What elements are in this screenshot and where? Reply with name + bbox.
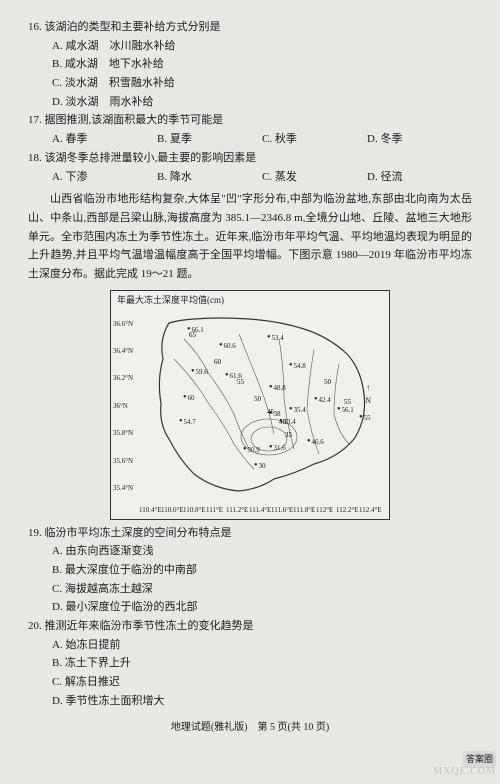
q16-opt-c: C. 淡水湖 积雪融水补给 [28, 74, 472, 93]
q19-opt-c: C. 海拔越高冻土越深 [28, 580, 472, 599]
map-data-point: 53.4 [267, 329, 284, 346]
y-label-5: 35.6°N [113, 456, 133, 468]
x-label-4: 111.2°E [226, 505, 248, 517]
q16-opt-a: A. 咸水湖 冰川融水补给 [28, 37, 472, 56]
q19-stem: 19. 临汾市平均冻土深度的空间分布特点是 [28, 524, 472, 543]
x-label-6: 111.6°E [271, 505, 293, 517]
y-label-4: 35.8°N [113, 428, 133, 440]
x-label-0: 110.4°E [139, 505, 162, 517]
x-label-9: 112.2°E [336, 505, 359, 517]
map-data-point: 54.7 [179, 413, 196, 430]
y-label-6: 35.4°N [113, 483, 133, 495]
q16-stem: 16. 该湖泊的类型和主要补给方式分别是 [28, 18, 472, 37]
q17-options: A. 春季 B. 夏季 C. 秋季 D. 冬季 [28, 130, 472, 149]
map-data-point: 42.4 [314, 391, 331, 408]
q20-stem: 20. 推测近年来临汾市季节性冻土的变化趋势是 [28, 617, 472, 636]
svg-text:60: 60 [214, 358, 222, 366]
map-data-point: 46.6 [307, 433, 324, 450]
page-footer: 地理试题(雅礼版) 第 5 页(共 10 页) [28, 719, 472, 736]
x-label-10: 112.4°E [359, 505, 382, 517]
map-data-point: 60 [183, 389, 195, 406]
x-label-7: 111.8°E [293, 505, 315, 517]
map-data-point: 54.8 [289, 357, 306, 374]
map-data-point: 56.1 [337, 401, 354, 418]
passage-text: 山西省临汾市地形结构复杂,大体呈"凹"字形分布,中部为临汾盆地,东部由北向南为太… [28, 190, 472, 283]
q16-opt-d: D. 淡水湖 雨水补给 [28, 93, 472, 112]
map-data-point: 60.6 [219, 337, 236, 354]
watermark-en: MXQE.COM [433, 763, 496, 780]
map-data-point: 31.6 [269, 439, 286, 456]
q17-stem: 17. 据图推测,该湖面积最大的季节可能是 [28, 111, 472, 130]
q18-opt-c: C. 蒸发 [262, 168, 367, 187]
svg-text:50: 50 [254, 395, 262, 403]
map-data-point: 59.6 [191, 363, 208, 380]
map-data-point: 55 [359, 409, 371, 426]
y-label-3: 36°N [113, 401, 128, 413]
map-data-point: 66.1 [187, 321, 204, 338]
q17-opt-d: D. 冬季 [367, 130, 472, 149]
q18-opt-a: A. 下渗 [52, 168, 157, 187]
x-label-2: 110.8°E [183, 505, 206, 517]
q19-opt-b: B. 最大深度位于临汾的中南部 [28, 561, 472, 580]
map-data-point: 30.9 [243, 441, 260, 458]
x-label-1: 110.6°E [161, 505, 184, 517]
q19-opt-d: D. 最小深度位于临汾的西北部 [28, 598, 472, 617]
q18-opt-d: D. 径流 [367, 168, 472, 187]
q18-options: A. 下渗 B. 降水 C. 蒸发 D. 径流 [28, 168, 472, 187]
q19-opt-a: A. 由东向西逐渐变浅 [28, 542, 472, 561]
y-label-0: 36.6°N [113, 319, 133, 331]
q17-opt-a: A. 春季 [52, 130, 157, 149]
q20-opt-a: A. 始冻日提前 [28, 636, 472, 655]
y-label-1: 36.4°N [113, 346, 133, 358]
map-title: 年最大冻土深度平均值(cm) [117, 293, 224, 308]
map-data-point: 33.4 [279, 413, 296, 430]
svg-text:50: 50 [324, 378, 332, 386]
x-label-3: 111°E [206, 505, 223, 517]
map-data-point: 48.8 [269, 379, 286, 396]
x-label-5: 111.4°E [249, 505, 271, 517]
q16-opt-b: B. 咸水湖 地下水补给 [28, 55, 472, 74]
map-data-point: 61.6 [225, 367, 242, 384]
map-figure: 年最大冻土深度平均值(cm) ↑N 36.6°N 36.4°N 36.2°N 3… [110, 290, 390, 520]
y-label-2: 36.2°N [113, 373, 133, 385]
q20-opt-d: D. 季节性冻土面积增大 [28, 692, 472, 711]
q20-opt-b: B. 冻土下界上升 [28, 654, 472, 673]
svg-text:35: 35 [285, 431, 293, 439]
q17-opt-c: C. 秋季 [262, 130, 367, 149]
map-data-point: 30 [254, 457, 266, 474]
x-label-8: 112°E [316, 505, 333, 517]
q18-opt-b: B. 降水 [157, 168, 262, 187]
q20-opt-c: C. 解冻日推迟 [28, 673, 472, 692]
q18-stem: 18. 该湖冬季总排泄量较小,最主要的影响因素是 [28, 149, 472, 168]
q17-opt-b: B. 夏季 [157, 130, 262, 149]
